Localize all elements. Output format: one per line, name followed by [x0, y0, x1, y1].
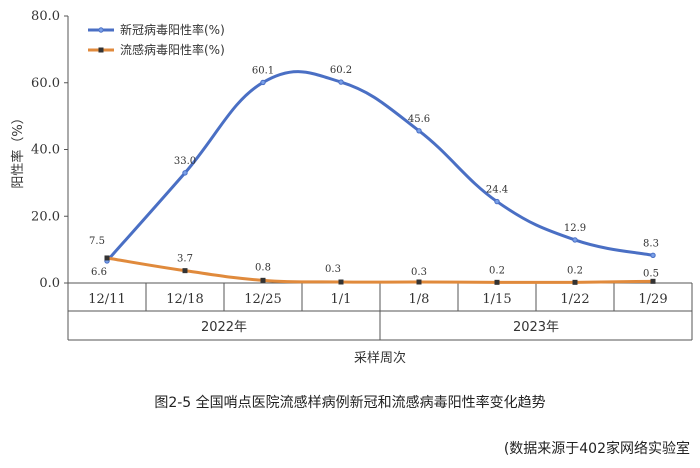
x-tick-label: 1/29: [638, 292, 667, 307]
covid-data-point: [182, 170, 188, 176]
x-tick-label: 1/15: [482, 292, 511, 307]
flu-data-point: [182, 268, 188, 274]
year-group-label: 2023年: [513, 320, 559, 335]
legend-covid-marker: [98, 27, 104, 33]
y-axis-title: 阳性率（%）: [10, 111, 26, 188]
flu-series-line: [105, 256, 655, 284]
flu-data-label: 3.7: [177, 254, 193, 265]
flu-data-label: 0.3: [325, 264, 341, 275]
flu-data-point: [650, 278, 656, 284]
y-tick-label: 40.0: [31, 143, 60, 158]
flu-data-point: [572, 279, 578, 285]
flu-data-label: 0.2: [489, 265, 505, 276]
y-tick-label: 80.0: [31, 9, 60, 24]
legend: 新冠病毒阳性率(%) 流感病毒阳性率(%): [88, 22, 225, 57]
flu-data-label: 7.5: [89, 236, 105, 247]
legend-flu-marker: [98, 47, 104, 53]
y-tick-label: 0.0: [39, 276, 60, 291]
y-tick-label: 20.0: [31, 209, 60, 224]
covid-data-label: 24.4: [486, 185, 508, 196]
flu-data-label: 0.3: [411, 267, 427, 278]
covid-data-label: 6.6: [91, 267, 107, 278]
flu-data-point: [260, 277, 266, 283]
covid-series-line: [105, 70, 655, 263]
x-tick-label: 1/1: [331, 292, 352, 307]
flu-data-point: [494, 279, 500, 285]
covid-data-label: 60.2: [330, 65, 352, 76]
flu-data-point: [104, 255, 110, 261]
flu-data-label: 0.5: [643, 268, 659, 279]
covid-data-label: 45.6: [408, 114, 430, 125]
chart: 0.0 20.0 40.0 60.0 80.0 阳性率（%） 12/11 12/18 12/…: [10, 9, 693, 366]
figure-caption: 图2-5 全国哨点医院流感样病例新冠和流感病毒阳性率变化趋势: [154, 395, 546, 411]
x-tick-label: 12/18: [166, 292, 203, 307]
covid-data-point: [572, 237, 578, 243]
x-tick-label: 12/25: [244, 292, 281, 307]
x-tick-label: 1/22: [560, 292, 589, 307]
covid-data-label: 33.0: [174, 156, 196, 167]
x-axis-title: 采样周次: [354, 350, 406, 366]
covid-data-point: [494, 198, 500, 205]
flu-data-label: 0.8: [255, 262, 271, 273]
legend-label: 新冠病毒阳性率(%): [120, 22, 225, 37]
covid-data-point: [338, 79, 344, 85]
y-tick-label: 60.0: [31, 76, 60, 91]
flu-data-point: [338, 279, 344, 285]
flu-data-label: 0.2: [567, 265, 583, 276]
covid-data-point: [650, 252, 656, 258]
flu-data-point: [416, 279, 422, 285]
covid-data-label: 12.9: [564, 223, 586, 234]
legend-label: 流感病毒阳性率(%): [120, 42, 225, 57]
covid-data-label: 60.1: [252, 65, 274, 76]
covid-data-point: [260, 79, 266, 86]
year-group-label: 2022年: [201, 320, 247, 335]
data-source-note: (数据来源于402家网络实验室: [503, 441, 690, 457]
covid-data-point: [416, 128, 422, 134]
x-tick-label: 1/8: [409, 292, 430, 307]
covid-data-label: 8.3: [643, 238, 659, 249]
x-tick-label: 12/11: [88, 292, 125, 307]
